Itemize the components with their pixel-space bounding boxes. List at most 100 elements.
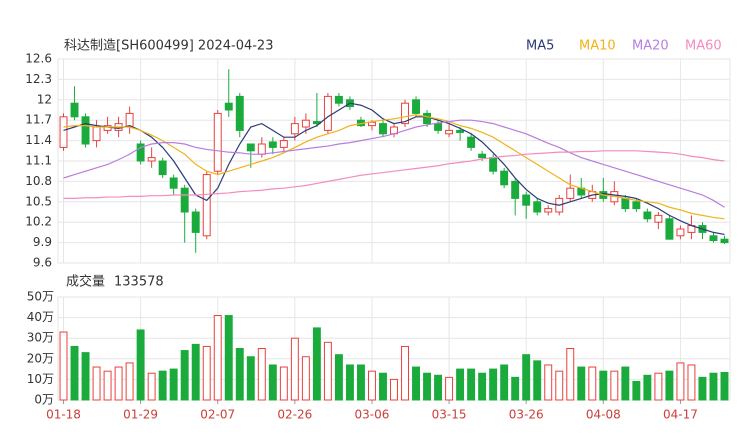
candle-body (412, 99, 420, 114)
volume-bar (379, 372, 387, 401)
volume-latest: 133578 (114, 275, 164, 290)
x-tick-label: 02-07 (200, 408, 235, 422)
candle-body (511, 180, 520, 199)
candle-body (136, 143, 145, 162)
volume-bar (158, 370, 167, 401)
ma-line (63, 114, 725, 220)
candle-body (169, 177, 178, 189)
x-tick-label: 04-17 (663, 408, 698, 422)
candle-body (676, 228, 685, 237)
candle-body (246, 143, 255, 152)
volume-bar (312, 327, 321, 401)
y-tick-label: 30万 (27, 331, 54, 345)
volume-bar (301, 356, 310, 401)
volume-bar (412, 366, 420, 401)
volume-bar (147, 372, 156, 401)
y-tick-label: 9.9 (33, 235, 52, 249)
volume-bar (290, 337, 299, 401)
volume-bar (345, 364, 354, 401)
volume-bar (103, 370, 112, 401)
volume-bar (676, 362, 685, 401)
y-tick-label: 11.4 (25, 133, 52, 147)
volume-bar (224, 315, 233, 401)
candle-body (158, 160, 167, 176)
volume-bar (632, 380, 641, 401)
volume-bar (390, 378, 398, 401)
volume-bar (555, 370, 564, 401)
candle-body (323, 95, 332, 131)
volume-bar (434, 374, 443, 401)
candle-body (202, 174, 211, 237)
x-tick-label: 01-18 (46, 408, 81, 422)
volume-bar (213, 315, 222, 401)
y-tick-label: 12.3 (25, 72, 52, 86)
y-tick-label: 11.7 (25, 113, 52, 127)
volume-bar (246, 356, 255, 401)
volume-bar (577, 366, 586, 401)
candle-body (720, 238, 729, 244)
ma-line (63, 150, 725, 199)
y-tick-label: 50万 (27, 290, 54, 304)
volume-bar (268, 364, 277, 401)
candle-body (224, 102, 233, 111)
candle-body (125, 112, 134, 128)
volume-bar (709, 372, 718, 401)
y-tick-label: 12 (37, 92, 52, 106)
volume-bar (599, 370, 608, 401)
y-tick-label: 10.5 (25, 194, 52, 208)
x-tick-label: 02-26 (277, 408, 312, 422)
volume-bar (180, 350, 189, 401)
candle-body (268, 141, 277, 148)
ma-line (63, 102, 725, 236)
volume-bar (368, 370, 376, 401)
candle-body (301, 119, 310, 128)
volume-bar (643, 374, 652, 401)
y-tick-label: 10.8 (25, 174, 52, 188)
candle-body (423, 112, 432, 125)
volume-bar (356, 364, 365, 401)
volume-bar (235, 348, 244, 401)
ma-line (63, 119, 725, 208)
volume-bar (81, 352, 90, 401)
volume-bar (467, 368, 476, 401)
chart-title: 科达制造[SH600499] 2024-04-23 (64, 39, 273, 54)
candle-body (434, 123, 443, 131)
volume-bar (401, 345, 409, 401)
legend-entry: MA20 (632, 39, 669, 54)
candle-body (379, 123, 387, 135)
candle-body (489, 157, 498, 172)
volume-bar (202, 345, 211, 401)
volume-bar (279, 366, 288, 401)
x-tick-label: 03-26 (509, 408, 544, 422)
candle-body (445, 129, 454, 135)
volume-bar (257, 348, 266, 401)
volume-bar (522, 354, 531, 401)
volume-bar (456, 368, 465, 401)
volume-title: 成交量 (66, 274, 105, 290)
candle-body (566, 187, 575, 199)
legend-entry: MA5 (526, 39, 554, 54)
volume-bar (478, 372, 487, 401)
candle-body (533, 201, 542, 213)
volume-bar (621, 366, 630, 401)
candle-body (92, 126, 101, 142)
candle-body (59, 116, 68, 148)
candle-body (70, 102, 79, 118)
volume-bar (114, 366, 123, 401)
x-tick-label: 03-15 (432, 408, 467, 422)
volume-bar (588, 366, 597, 401)
volume-bar (125, 362, 134, 401)
volume-bar (92, 366, 101, 401)
volume-bar (511, 376, 520, 401)
x-tick-label: 01-29 (123, 408, 158, 422)
candle-body (213, 112, 222, 172)
volume-bar (323, 341, 332, 401)
candle-body (257, 143, 266, 155)
volume-bar (136, 329, 145, 401)
volume-bar (334, 354, 343, 401)
y-tick-label: 11.1 (25, 154, 52, 168)
candle-body (478, 153, 487, 159)
candle-body (290, 123, 299, 135)
volume-bar (544, 364, 553, 401)
